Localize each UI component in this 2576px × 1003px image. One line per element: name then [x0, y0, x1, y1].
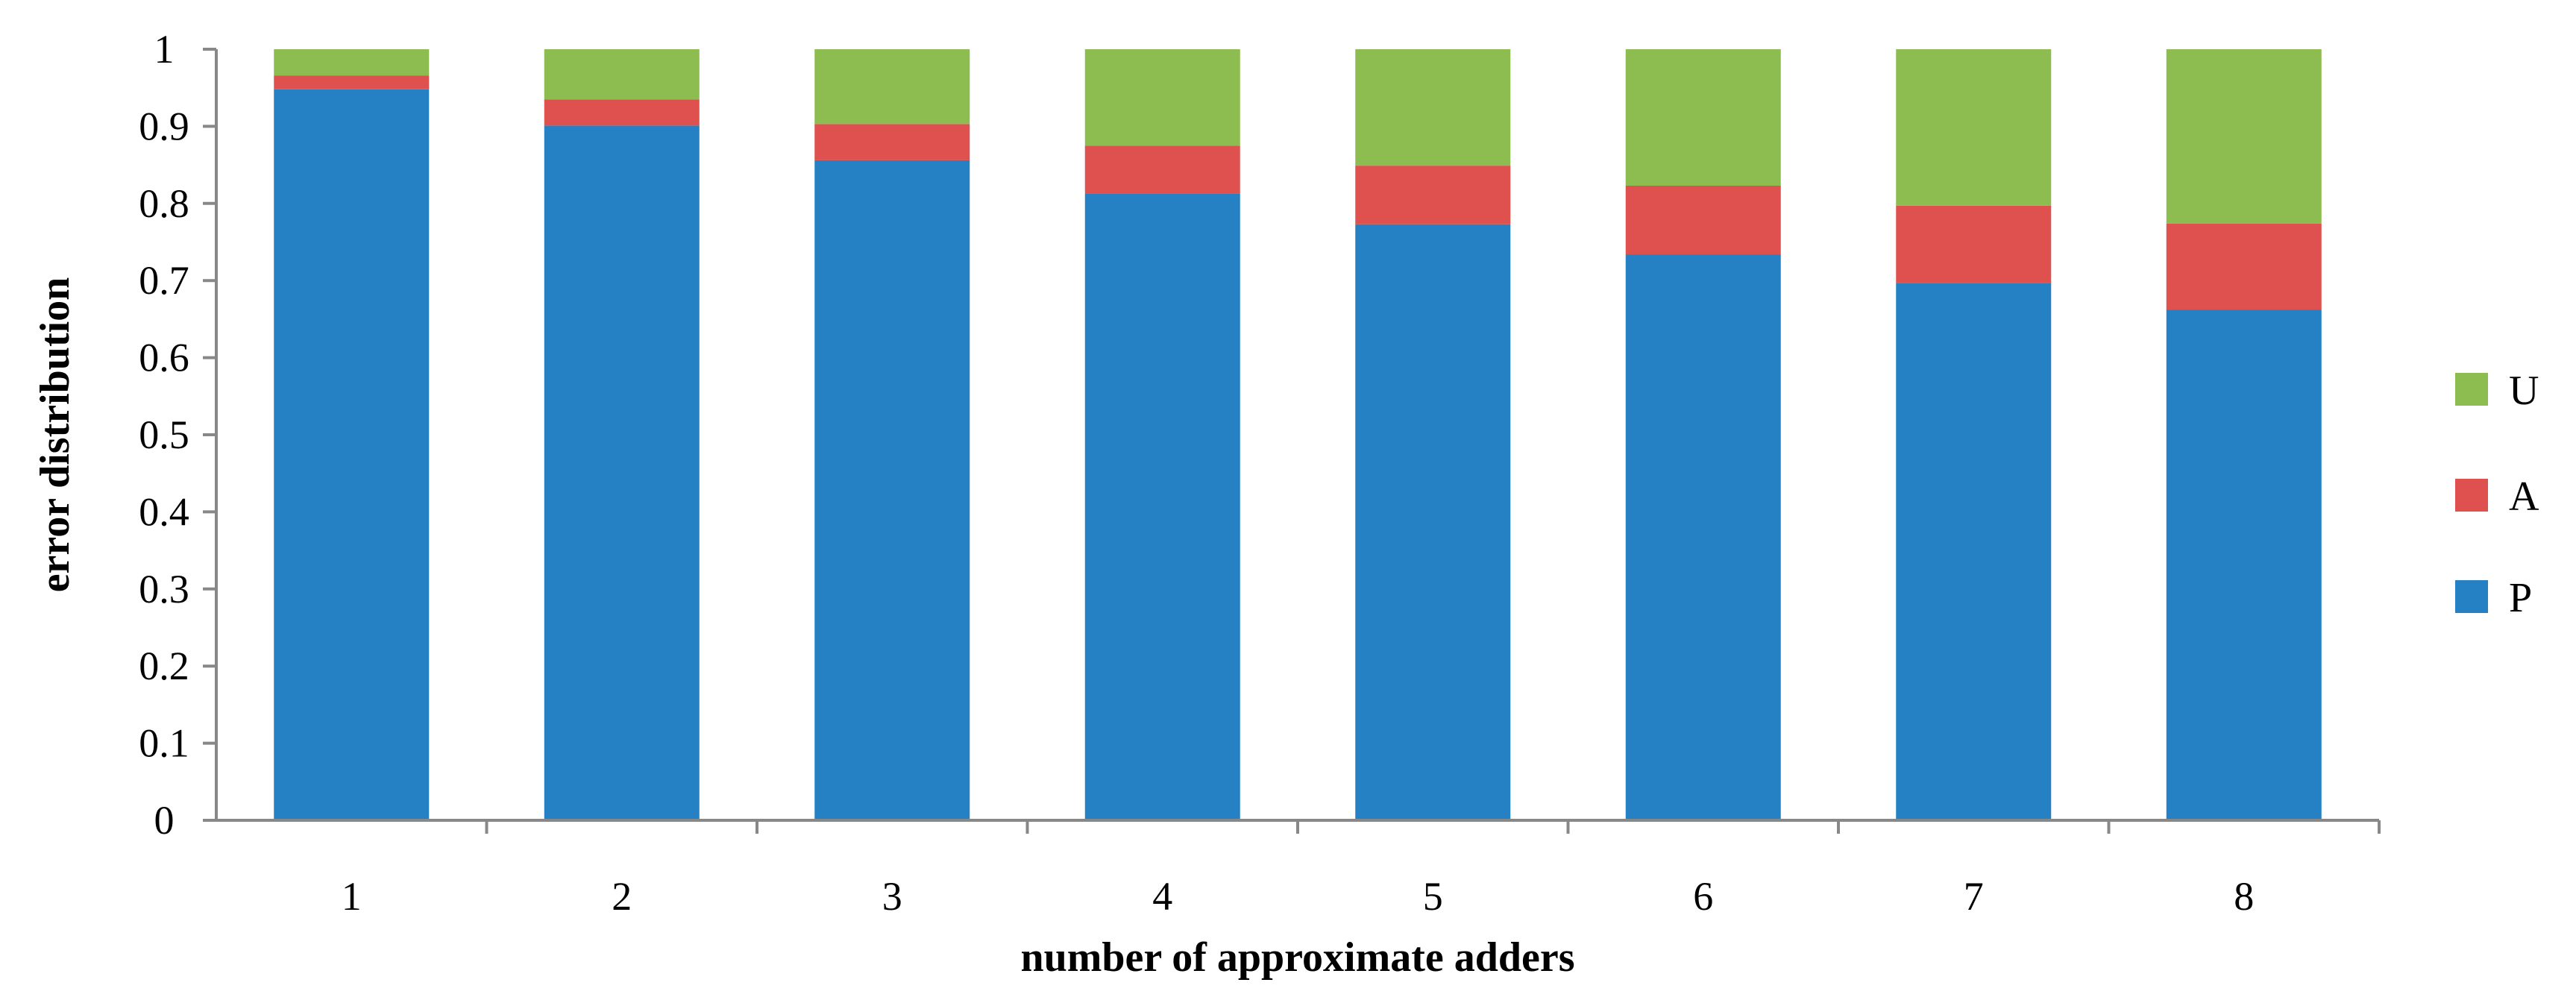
bar-u-6: [1625, 49, 1781, 186]
bar-p-4: [1084, 193, 1240, 820]
bar-a-5: [1355, 166, 1511, 224]
legend-label-a: A: [2509, 474, 2539, 520]
bar-u-1: [274, 49, 430, 76]
y-tick-label: 0.1: [139, 721, 189, 766]
bar-p-5: [1355, 224, 1511, 820]
bar-u-4: [1084, 49, 1240, 146]
bar-u-2: [544, 49, 700, 100]
bar-p-3: [814, 160, 970, 820]
y-tick-labels: 0 0.1 0.2 0.3 0.4 0.5 0.6 0.7 0.8 0.9 1: [139, 27, 216, 843]
bar-a-8: [2166, 223, 2322, 310]
x-tick-labels: 1 2 3 4 5 6 7 8: [342, 820, 2381, 919]
bar-a-3: [814, 124, 970, 160]
bars-group: [274, 49, 2322, 821]
bar-a-1: [274, 75, 430, 89]
y-tick-label: 0.4: [139, 489, 189, 534]
x-tick-label: 6: [1693, 874, 1713, 919]
bar-a-4: [1084, 145, 1240, 194]
y-tick-label: 1: [154, 27, 175, 72]
bar-a-2: [544, 99, 700, 126]
bar-a-7: [1896, 205, 2052, 283]
legend: U A P: [2455, 368, 2539, 621]
x-tick-label: 8: [2234, 874, 2254, 919]
axes-group: [215, 49, 2379, 822]
legend-swatch-p: [2455, 580, 2488, 613]
x-tick-label: 4: [1152, 874, 1172, 919]
bar-u-3: [814, 49, 970, 125]
bar-u-8: [2166, 49, 2322, 224]
x-tick-label: 2: [612, 874, 632, 919]
bar-p-1: [274, 89, 430, 820]
x-tick-label: 1: [342, 874, 362, 919]
y-tick-label: 0.7: [139, 258, 189, 303]
legend-swatch-a: [2455, 479, 2488, 512]
x-axis-title: number of approximate adders: [1020, 934, 1574, 981]
bar-u-5: [1355, 49, 1511, 166]
x-tick-label: 7: [1964, 874, 1984, 919]
y-axis-title: error distribution: [32, 277, 78, 593]
legend-swatch-u: [2455, 373, 2488, 406]
bar-a-6: [1625, 186, 1781, 255]
y-tick-label: 0.5: [139, 412, 189, 457]
y-tick-label: 0.8: [139, 181, 189, 226]
x-tick-label: 5: [1423, 874, 1443, 919]
y-tick-label: 0.2: [139, 644, 189, 688]
y-tick-label: 0.6: [139, 336, 189, 380]
x-tick-label: 3: [882, 874, 902, 919]
y-tick-label: 0.9: [139, 104, 189, 148]
bar-p-2: [544, 125, 700, 821]
bar-p-8: [2166, 309, 2322, 820]
legend-label-u: U: [2509, 368, 2539, 414]
y-tick-label: 0.3: [139, 567, 189, 611]
y-tick-label: 0: [154, 798, 175, 843]
bar-u-7: [1896, 49, 2052, 206]
legend-label-p: P: [2509, 575, 2532, 621]
bar-p-6: [1625, 254, 1781, 820]
bar-p-7: [1896, 283, 2052, 820]
